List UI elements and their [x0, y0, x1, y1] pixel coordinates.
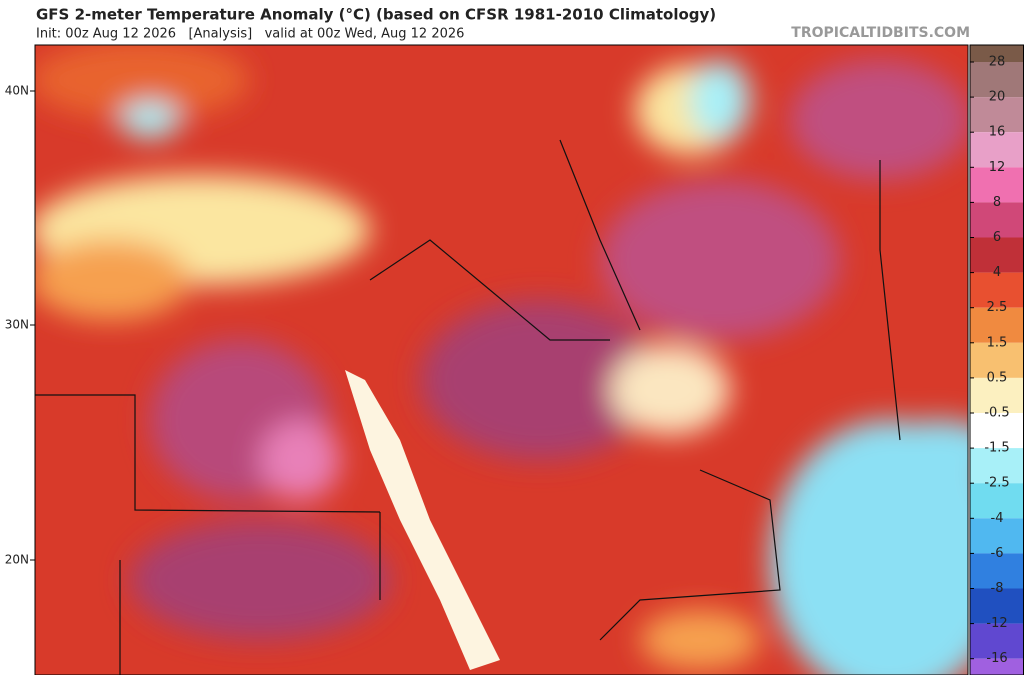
- colorbar-band: [970, 342, 1024, 378]
- colorbar-band: [970, 623, 1024, 659]
- latitude-label: 40N: [5, 84, 29, 98]
- colorbar-label: 1.5: [987, 335, 1008, 350]
- colorbar-label: -16: [986, 651, 1007, 666]
- colorbar-label: 6: [993, 230, 1001, 245]
- title: GFS 2-meter Temperature Anomaly (°C) (ba…: [36, 6, 716, 24]
- colorbar-band: [970, 45, 1024, 62]
- colorbar-band: [970, 132, 1024, 168]
- colorbar-label: 12: [989, 160, 1006, 175]
- colorbar-band: [970, 483, 1024, 519]
- colorbar-label: -0.5: [984, 406, 1009, 421]
- red-sea: [345, 370, 500, 670]
- colorbar-band: [970, 448, 1024, 484]
- colorbar-label: 28: [989, 55, 1006, 70]
- borders: [35, 139, 901, 675]
- subtitle: Init: 00z Aug 12 2026 [Analysis] valid a…: [36, 27, 464, 42]
- colorbar-label: 4: [993, 265, 1001, 280]
- map: [35, 45, 968, 675]
- colorbar-band: [970, 62, 1024, 98]
- colorbar-label: -12: [986, 616, 1007, 631]
- colorbar-label: -8: [991, 581, 1004, 596]
- colorbar-label: 2.5: [987, 300, 1008, 315]
- colorbar-band: [970, 237, 1024, 273]
- colorbar-band: [970, 272, 1024, 308]
- colorbar-band: [970, 413, 1024, 449]
- colorbar-band: [970, 202, 1024, 238]
- colorbar-band: [970, 658, 1024, 679]
- latitude-label: 20N: [5, 553, 29, 567]
- colorbar-band: [970, 167, 1024, 203]
- colorbar-band: [970, 588, 1024, 624]
- anomaly-field: [35, 45, 968, 675]
- colorbar-band: [970, 518, 1024, 554]
- latitude-label: 30N: [5, 318, 29, 332]
- colorbar-label: -1.5: [984, 441, 1009, 456]
- colorbar-band: [970, 97, 1024, 133]
- colorbar-label: 8: [993, 195, 1001, 210]
- watermark: TROPICALTIDBITS.COM: [791, 25, 970, 41]
- colorbar-band: [970, 377, 1024, 413]
- colorbar-label: -6: [991, 546, 1004, 561]
- colorbar-band: [970, 307, 1024, 343]
- colorbar-label: 0.5: [987, 370, 1008, 385]
- colorbar-label: -4: [991, 511, 1004, 526]
- colorbar-label: 20: [989, 90, 1006, 105]
- colorbar-label: -2.5: [984, 476, 1009, 491]
- colorbar-label: 16: [989, 125, 1006, 140]
- colorbar-band: [970, 553, 1024, 589]
